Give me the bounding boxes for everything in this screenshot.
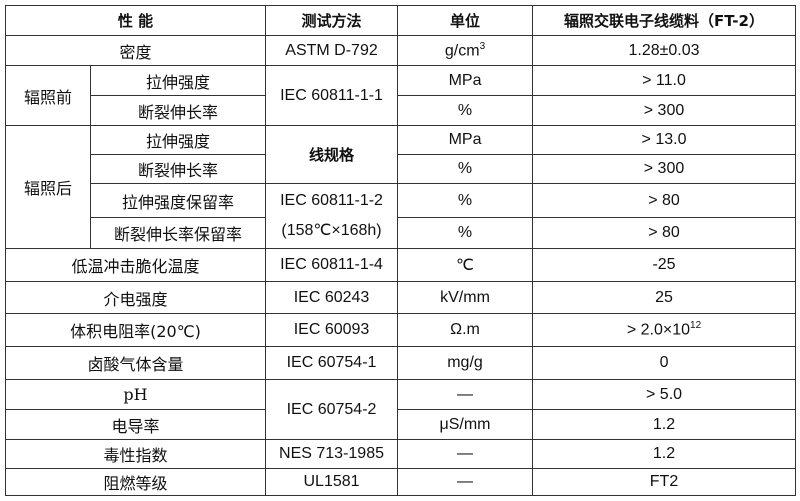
method-cell: UL1581	[265, 468, 399, 496]
value-cell: > 13.0	[532, 125, 797, 155]
value-cell: > 11.0	[532, 65, 797, 96]
property-cell: pH	[4, 379, 267, 410]
table-row: 辐照前 拉伸强度 IEC 60811-1-1 MPa > 11.0	[5, 65, 797, 126]
value-cell: > 80	[532, 217, 797, 249]
method-cell: IEC 60811-1-1	[265, 65, 399, 126]
unit-cell: %	[397, 183, 534, 218]
unit-cell: mg/g	[397, 346, 534, 380]
value-sup: 12	[690, 320, 702, 332]
value-cell: -25	[532, 248, 797, 282]
property-cell: 拉伸强度保留率	[89, 183, 267, 218]
unit-cell: MPa	[397, 65, 534, 96]
method-cell: NES 713-1985	[265, 439, 399, 469]
unit-cell: %	[397, 154, 534, 184]
table-row: 卤酸气体含量 IEC 60754-1 mg/g 0	[4, 346, 797, 380]
unit-text: g/cm	[444, 42, 480, 60]
table-row: pH IEC 60754-2 — > 5.0	[4, 379, 797, 440]
method-cell: 线规格	[265, 125, 399, 184]
unit-cell: MPa	[397, 125, 534, 155]
table-row: 介电强度 IEC 60243 kV/mm 25	[4, 281, 797, 314]
method-cell: ASTM D-792	[265, 35, 399, 66]
method-cell: IEC 60243	[265, 281, 399, 314]
header-row: 性 能 测试方法 单位 辐照交联电子线缆料（FT-2）	[4, 5, 797, 36]
property-cell: 阻燃等级	[4, 468, 267, 496]
property-cell: 拉伸强度	[89, 125, 267, 155]
value-cell: > 2.0×1012	[532, 313, 797, 347]
value-cell: 1.2	[532, 439, 797, 469]
property-cell: 体积电阻率(20℃)	[4, 313, 267, 347]
table-row: 电导率 μS/mm 1.2	[4, 409, 797, 440]
method-cell: IEC 60811-1-2 (158℃×168h)	[265, 183, 399, 249]
property-cell: 断裂伸长率保留率	[89, 217, 267, 249]
unit-cell: —	[397, 439, 534, 469]
table-row: 断裂伸长率保留率 % > 80	[6, 217, 797, 249]
table-row: 密度 ASTM D-792 g/cm3 1.28±0.03	[4, 35, 797, 66]
header-unit: 单位	[397, 5, 534, 36]
property-cell: 低温冲击脆化温度	[4, 248, 267, 282]
property-cell: 介电强度	[4, 281, 267, 314]
value-text: > 2.0×10	[626, 321, 691, 339]
table-row: 拉伸强度保留率 IEC 60811-1-2 (158℃×168h) % > 80	[6, 183, 797, 249]
property-cell: 断裂伸长率	[89, 95, 267, 126]
value-cell: 1.2	[532, 409, 797, 440]
method-cell: IEC 60754-1	[265, 346, 399, 380]
unit-cell: kV/mm	[397, 281, 534, 314]
header-property: 性 能	[4, 5, 267, 36]
table-row: 断裂伸长率 % > 300	[6, 154, 797, 184]
table-row: 辐照后 拉伸强度 线规格 MPa > 13.0	[5, 125, 797, 249]
value-cell: > 80	[532, 183, 797, 218]
value-cell: > 5.0	[532, 379, 797, 410]
unit-cell: ℃	[397, 248, 534, 282]
value-cell: > 300	[532, 154, 797, 184]
table-row: 低温冲击脆化温度 IEC 60811-1-4 ℃ -25	[4, 248, 797, 282]
unit-cell: g/cm3	[397, 35, 534, 66]
method-line: IEC 60811-1-2	[280, 192, 383, 209]
unit-cell: %	[397, 95, 534, 126]
property-cell: 电导率	[4, 409, 267, 440]
value-cell: > 300	[532, 95, 797, 126]
method-cell: IEC 60754-2	[265, 379, 399, 440]
properties-table: 性 能 测试方法 单位 辐照交联电子线缆料（FT-2） 密度 ASTM D-79…	[4, 5, 797, 496]
table-row: 阻燃等级 UL1581 — FT2	[4, 468, 797, 496]
property-cell: 毒性指数	[4, 439, 267, 469]
table-row: 体积电阻率(20℃) IEC 60093 Ω.m > 2.0×1012	[4, 313, 797, 347]
header-value: 辐照交联电子线缆料（FT-2）	[532, 5, 797, 36]
table-row: 断裂伸长率 % > 300	[6, 95, 797, 126]
property-cell: 卤酸气体含量	[4, 346, 267, 380]
group-cell: 辐照前	[5, 65, 91, 126]
group-cell: 辐照后	[5, 125, 91, 249]
unit-cell: Ω.m	[397, 313, 534, 347]
value-cell: FT2	[532, 468, 797, 496]
value-cell: 1.28±0.03	[532, 35, 797, 66]
method-line: (158℃×168h)	[281, 222, 382, 239]
unit-cell: μS/mm	[397, 409, 534, 440]
header-method: 测试方法	[265, 5, 399, 36]
property-cell: 断裂伸长率	[89, 154, 267, 184]
value-cell: 25	[532, 281, 797, 314]
property-cell: 拉伸强度	[89, 65, 267, 96]
unit-cell: —	[397, 379, 534, 410]
unit-cell: %	[397, 217, 534, 249]
table-row: 毒性指数 NES 713-1985 — 1.2	[4, 439, 797, 469]
unit-cell: —	[397, 468, 534, 496]
property-cell: 密度	[4, 35, 267, 66]
unit-sup: 3	[479, 40, 486, 52]
value-cell: 0	[532, 346, 797, 380]
method-cell: IEC 60811-1-4	[265, 248, 399, 282]
method-cell: IEC 60093	[265, 313, 399, 347]
